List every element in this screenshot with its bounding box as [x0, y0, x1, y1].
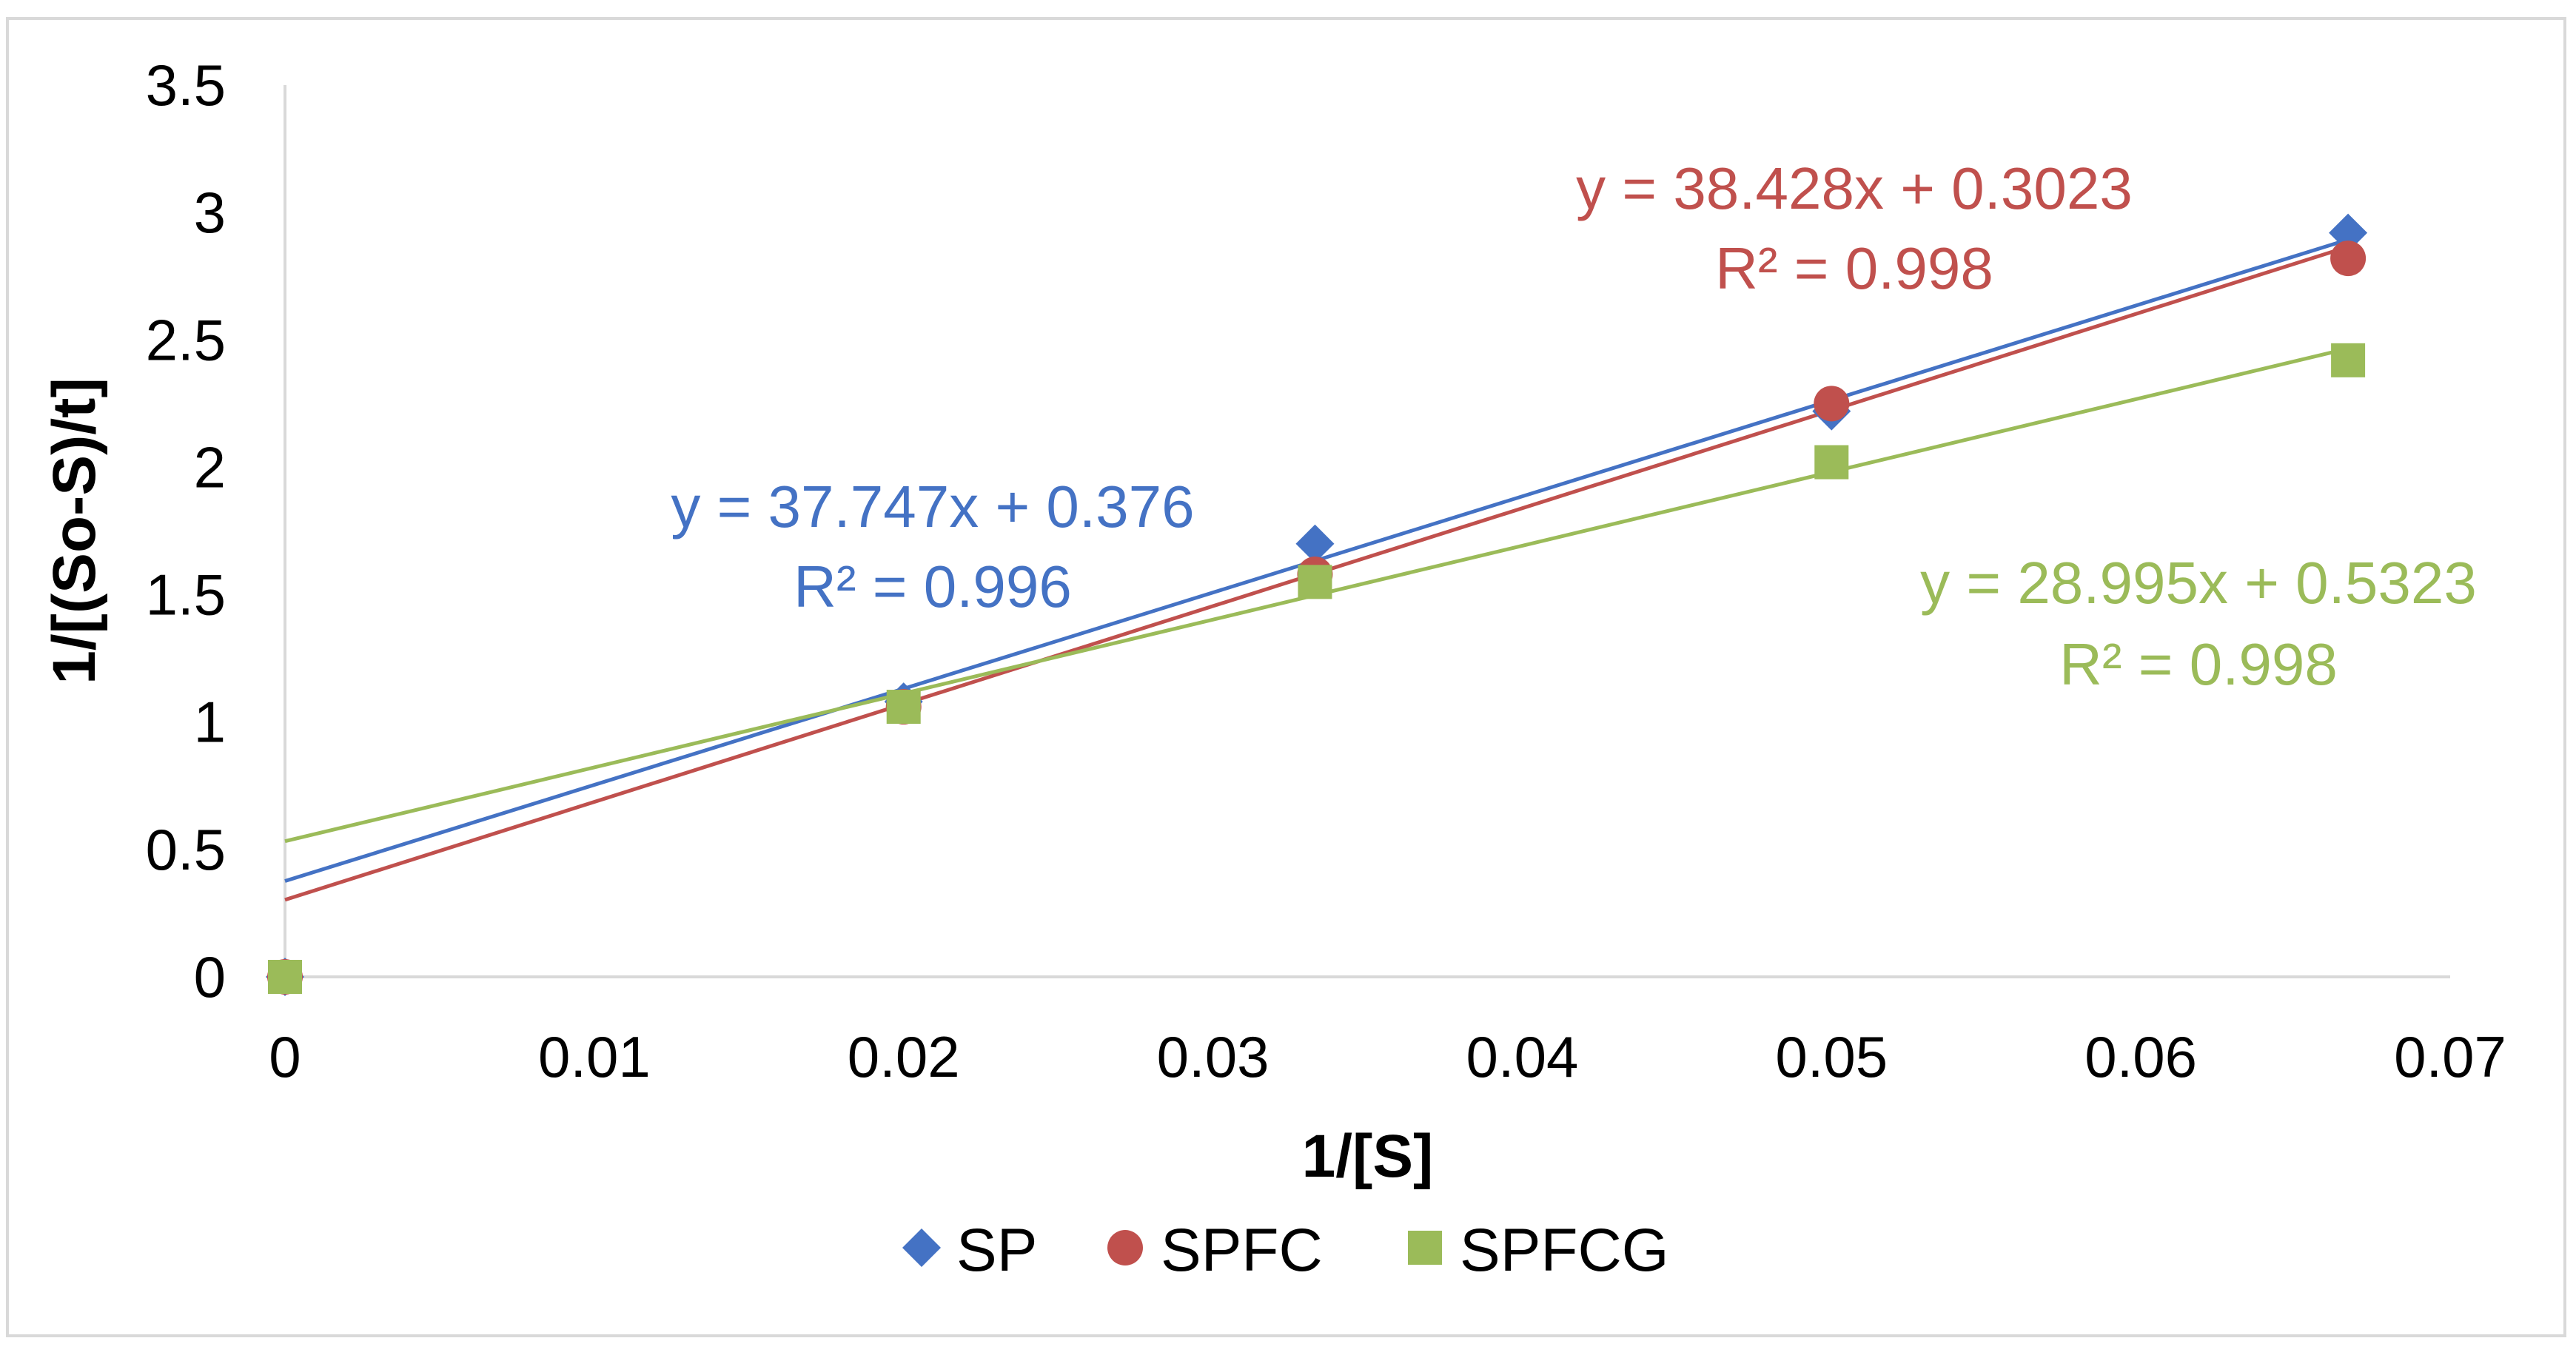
y-tick-label: 3	[194, 180, 226, 245]
data-point-spfc	[1814, 386, 1850, 422]
data-point-sp	[2329, 213, 2368, 252]
x-axis-title: 1/[S]	[1302, 1123, 1434, 1190]
y-tick-label: 3.5	[146, 53, 226, 118]
x-tick-label: 0	[269, 1024, 301, 1089]
data-point-spfcg	[2331, 343, 2366, 377]
data-point-spfcg	[1814, 445, 1849, 480]
trendline-equation-spfc: y = 38.428x + 0.3023	[1576, 155, 2133, 221]
chart-border	[6, 17, 2566, 1337]
y-tick-label: 1	[194, 690, 226, 755]
y-tick-label: 0.5	[146, 817, 226, 882]
data-point-spfcg	[886, 690, 921, 725]
y-axis-title: 1/[(So-S)/t]	[41, 377, 108, 684]
x-tick-label: 0.01	[538, 1024, 651, 1089]
y-tick-label: 1.5	[146, 562, 226, 628]
legend-marker-spfcg	[1408, 1231, 1442, 1265]
legend-marker-spfc	[1107, 1230, 1143, 1265]
data-point-sp	[1295, 524, 1335, 563]
x-tick-label: 0.04	[1466, 1024, 1579, 1089]
legend-label-sp: SP	[956, 1217, 1037, 1284]
trendline-equation-sp: y = 37.747x + 0.376	[671, 474, 1194, 539]
legend-marker-sp	[902, 1228, 941, 1267]
trendline-equation-spfcg: y = 28.995x + 0.5323	[1920, 550, 2477, 616]
legend-label-spfcg: SPFCG	[1460, 1217, 1668, 1284]
r-squared-label-spfc: R² = 0.998	[1715, 235, 1993, 301]
y-tick-label: 2.5	[146, 307, 226, 372]
x-tick-label: 0.03	[1157, 1024, 1269, 1089]
r-squared-label-spfcg: R² = 0.998	[2059, 631, 2338, 697]
x-tick-label: 0.06	[2084, 1024, 2197, 1089]
x-tick-label: 0.02	[848, 1024, 960, 1089]
legend-label-spfc: SPFC	[1161, 1217, 1323, 1284]
data-point-spfcg	[1298, 565, 1332, 599]
r-squared-label-sp: R² = 0.996	[794, 554, 1072, 619]
y-tick-label: 0	[194, 944, 226, 1009]
data-point-spfcg	[268, 960, 302, 994]
y-tick-label: 2	[194, 434, 226, 500]
data-point-spfc	[2330, 241, 2367, 277]
x-tick-label: 0.07	[2394, 1024, 2506, 1089]
x-tick-label: 0.05	[1775, 1024, 1888, 1089]
